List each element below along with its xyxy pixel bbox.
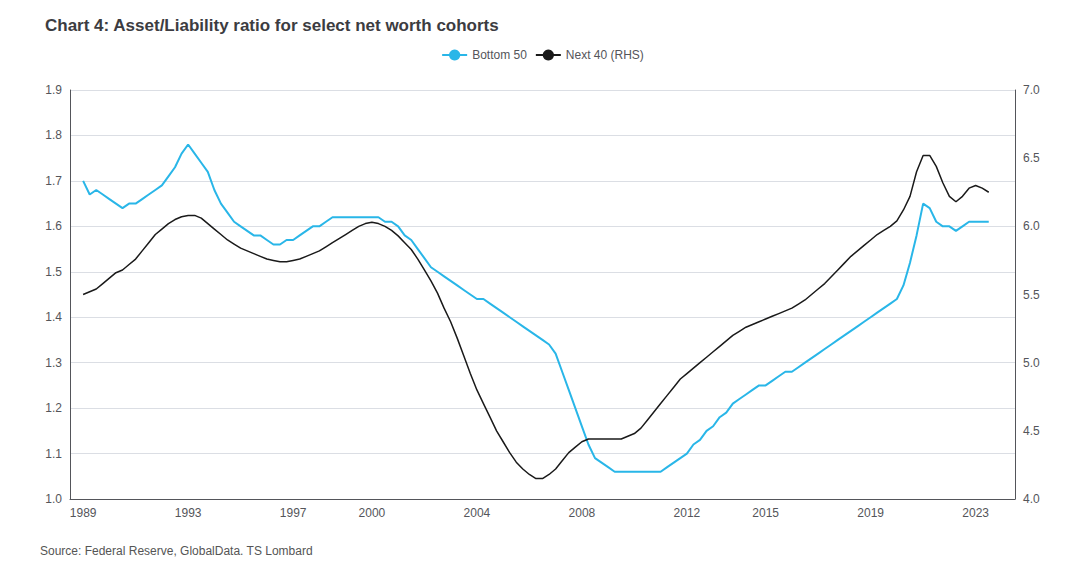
svg-text:1.4: 1.4 bbox=[45, 310, 62, 324]
svg-text:2008: 2008 bbox=[569, 506, 596, 520]
svg-text:1989: 1989 bbox=[70, 506, 97, 520]
svg-text:1.1: 1.1 bbox=[45, 447, 62, 461]
svg-text:6.0: 6.0 bbox=[1023, 219, 1040, 233]
svg-text:6.5: 6.5 bbox=[1023, 151, 1040, 165]
svg-text:Chart 4: Asset/Liability ratio: Chart 4: Asset/Liability ratio for selec… bbox=[45, 16, 499, 35]
svg-text:1997: 1997 bbox=[280, 506, 307, 520]
svg-text:1993: 1993 bbox=[175, 506, 202, 520]
svg-text:2000: 2000 bbox=[359, 506, 386, 520]
svg-text:2004: 2004 bbox=[464, 506, 491, 520]
svg-text:1.0: 1.0 bbox=[45, 492, 62, 506]
svg-text:1.8: 1.8 bbox=[45, 128, 62, 142]
svg-text:1.6: 1.6 bbox=[45, 219, 62, 233]
svg-text:5.0: 5.0 bbox=[1023, 356, 1040, 370]
svg-text:2015: 2015 bbox=[752, 506, 779, 520]
svg-text:1.7: 1.7 bbox=[45, 174, 62, 188]
svg-text:5.5: 5.5 bbox=[1023, 288, 1040, 302]
svg-text:1.9: 1.9 bbox=[45, 83, 62, 97]
svg-text:7.0: 7.0 bbox=[1023, 83, 1040, 97]
svg-text:1.3: 1.3 bbox=[45, 356, 62, 370]
svg-text:Next 40 (RHS): Next 40 (RHS) bbox=[566, 48, 644, 62]
svg-text:Bottom 50: Bottom 50 bbox=[472, 48, 527, 62]
svg-text:2019: 2019 bbox=[857, 506, 884, 520]
svg-text:1.2: 1.2 bbox=[45, 401, 62, 415]
svg-text:4.0: 4.0 bbox=[1023, 492, 1040, 506]
svg-text:4.5: 4.5 bbox=[1023, 424, 1040, 438]
svg-text:Source: Federal Reserve, Globa: Source: Federal Reserve, GlobalData. TS … bbox=[40, 544, 313, 558]
svg-text:2012: 2012 bbox=[674, 506, 701, 520]
svg-text:2023: 2023 bbox=[962, 506, 989, 520]
svg-text:1.5: 1.5 bbox=[45, 265, 62, 279]
